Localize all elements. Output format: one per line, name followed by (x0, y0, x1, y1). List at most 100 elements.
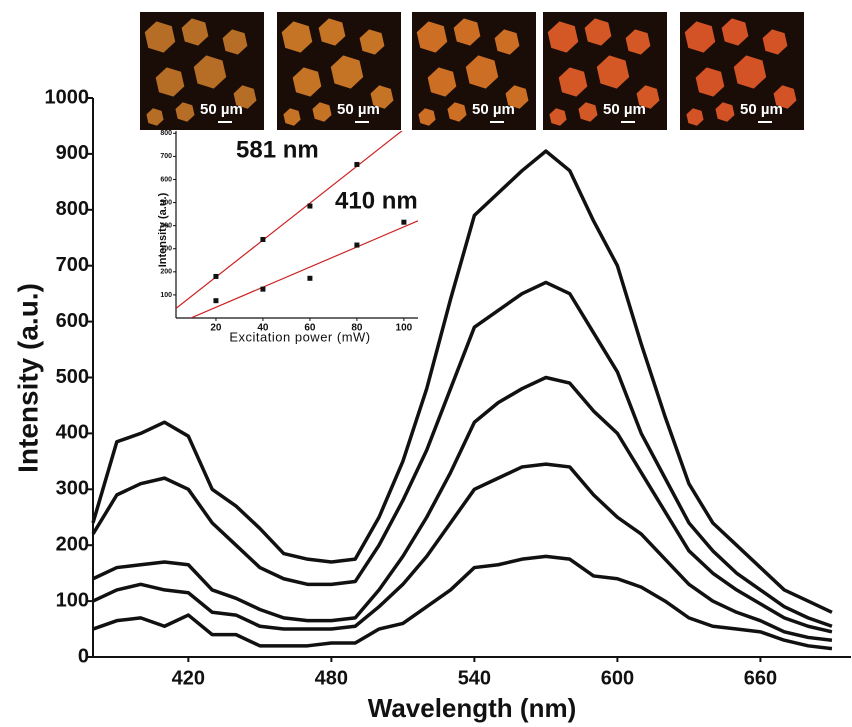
crystal (330, 55, 364, 89)
crystal (733, 55, 767, 89)
crystal (318, 18, 346, 46)
inset-y-tick-label: 100 (160, 292, 172, 299)
crystal (416, 21, 448, 53)
spectrum-line (92, 375, 833, 634)
crystal (155, 67, 185, 97)
inset-x-tick-label: 100 (396, 323, 413, 334)
crystal (453, 18, 481, 46)
crystal (773, 85, 797, 109)
crystal (146, 108, 164, 126)
spectrum-line (91, 149, 833, 614)
crystal (762, 29, 788, 55)
data-point (307, 203, 313, 209)
crystal (281, 21, 313, 53)
y-tick-label: 700 (56, 254, 89, 276)
data-point (401, 219, 407, 225)
crystal (312, 102, 332, 122)
crystal (558, 67, 588, 97)
y-tick-label: 0 (78, 645, 89, 667)
y-tick-label: 800 (56, 198, 89, 220)
inset-y-tick-label: 400 (160, 222, 172, 229)
y-tick-label: 1000 (45, 86, 90, 108)
crystal (447, 102, 467, 122)
data-point (354, 161, 360, 167)
crystal (193, 55, 227, 89)
crystal (684, 21, 716, 53)
inset-y-tick-label: 600 (160, 176, 172, 183)
crystal (222, 29, 248, 55)
crystal (721, 18, 749, 46)
scale-label: 50 µm (603, 101, 646, 118)
crystal (578, 102, 598, 122)
crystal (584, 18, 612, 46)
data-point (260, 237, 266, 243)
scale-label: 50 µm (200, 101, 243, 118)
micrograph: 50 µm (412, 12, 536, 130)
crystal (427, 67, 457, 97)
x-tick-label: 660 (744, 667, 777, 689)
inset-y-tick-label: 200 (160, 269, 172, 276)
crystal (144, 21, 176, 53)
y-tick-label: 600 (56, 310, 89, 332)
inset-y-tick-label: 700 (160, 153, 172, 160)
x-tick-label: 540 (458, 667, 491, 689)
crystal (715, 102, 735, 122)
data-point (307, 275, 313, 281)
inset-x-tick-label: 80 (351, 323, 363, 334)
x-tick-label: 420 (172, 667, 205, 689)
micrograph: 50 µm (140, 12, 264, 130)
y-tick-label: 400 (56, 422, 89, 444)
crystal (686, 108, 704, 126)
y-tick-label: 500 (56, 366, 89, 388)
data-point (213, 273, 219, 279)
y-tick-label: 300 (56, 478, 89, 500)
series-label: 410 nm (335, 187, 418, 214)
x-tick-label: 600 (601, 667, 634, 689)
y-tick-label: 100 (56, 589, 89, 611)
inset-y-tick-label: 500 (160, 199, 172, 206)
data-point (213, 298, 219, 304)
crystal (494, 29, 520, 55)
inset-x-tick-label: 60 (304, 323, 316, 334)
y-axis-title: Intensity (a.u.) (12, 283, 43, 473)
spectrum-line (92, 554, 833, 651)
crystal (465, 55, 499, 89)
crystal (370, 85, 394, 109)
x-axis-title: Wavelength (nm) (368, 693, 576, 723)
crystal (283, 108, 301, 126)
crystal (547, 21, 579, 53)
micrograph: 50 µm (543, 12, 667, 130)
crystal (625, 29, 651, 55)
crystal (359, 29, 385, 55)
scale-label: 50 µm (740, 101, 783, 118)
inset-x-tick-label: 20 (210, 323, 222, 334)
inset-y-tick-label: 800 (160, 130, 172, 137)
data-point (260, 286, 266, 292)
crystal (505, 85, 529, 109)
scale-label: 50 µm (472, 101, 515, 118)
crystal (181, 18, 209, 46)
crystal (549, 108, 567, 126)
fit-line (189, 220, 418, 318)
crystal (418, 108, 436, 126)
crystal (596, 55, 630, 89)
inset-y-tick-label: 300 (160, 246, 172, 253)
crystal (695, 67, 725, 97)
scale-label: 50 µm (337, 101, 380, 118)
data-point (354, 242, 360, 248)
inset-y-axis-title: Intensity (a.u.) (157, 192, 169, 267)
micrograph: 50 µm (680, 12, 804, 130)
inset-x-tick-label: 40 (257, 323, 269, 334)
crystal (636, 85, 660, 109)
series-label: 581 nm (236, 136, 319, 163)
y-tick-label: 200 (56, 533, 89, 555)
crystal (292, 67, 322, 97)
crystal (233, 85, 257, 109)
spectrum-line (92, 462, 833, 642)
spectrum-line (91, 280, 833, 628)
micrograph: 50 µm (277, 12, 401, 130)
x-tick-label: 480 (315, 667, 348, 689)
crystal (175, 102, 195, 122)
inset-x-axis-title: Excitation power (mW) (229, 329, 370, 344)
